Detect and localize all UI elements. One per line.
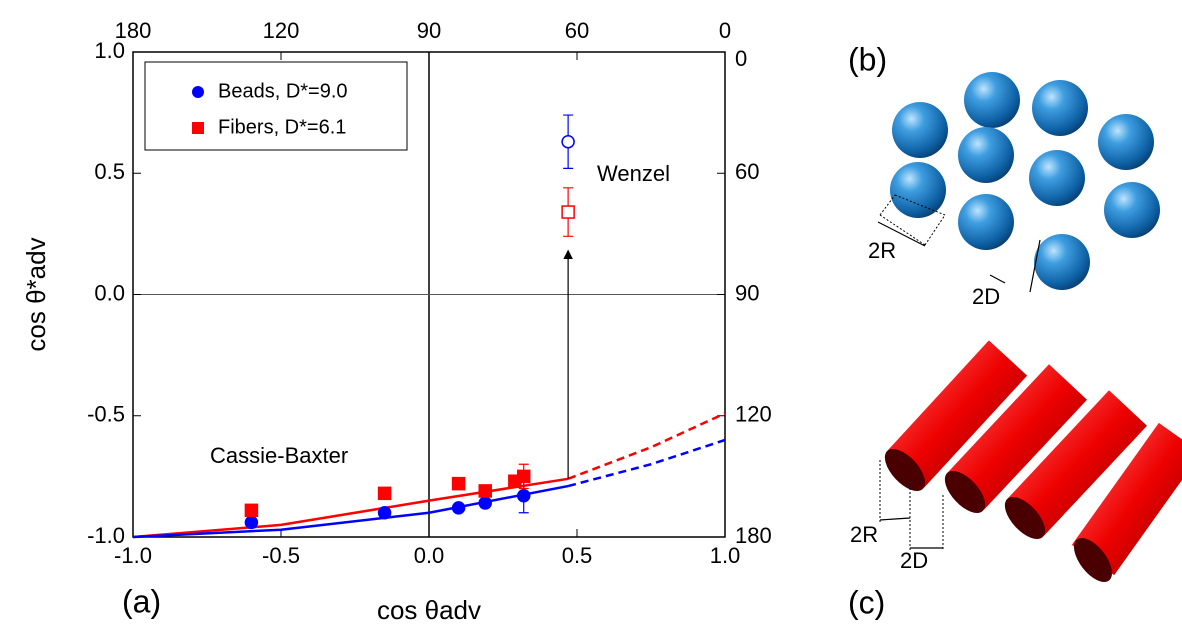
point	[244, 503, 259, 518]
legend-box	[144, 61, 408, 151]
y2-tick-label: 180	[735, 523, 772, 548]
fit-curve	[132, 477, 569, 539]
y2-tick-label: 120	[735, 402, 772, 427]
dim-label: 2R	[850, 522, 878, 547]
fiber	[946, 364, 1087, 510]
y-tick-label: 0.5	[94, 159, 125, 184]
y2-tick-label: 0	[735, 46, 747, 71]
y-tick-label: 0.0	[94, 280, 125, 305]
fiber	[885, 340, 1028, 488]
x2-tick-label: 90	[417, 18, 441, 43]
fiber	[1071, 422, 1182, 576]
fiber-end	[944, 471, 986, 513]
legend-label: Beads, D*=9.0	[218, 80, 348, 102]
fit-curve	[132, 484, 569, 539]
point	[451, 476, 466, 491]
panel-label: (c)	[848, 584, 885, 620]
bead-diagram: (b) 2R 2D	[848, 41, 1160, 309]
fiber-end	[1004, 497, 1046, 539]
x2-tick-label: 60	[565, 18, 589, 43]
fit-curve	[567, 438, 726, 488]
point	[451, 501, 466, 515]
legend-marker	[192, 86, 204, 98]
bead	[1032, 80, 1088, 136]
dim-arrows	[879, 517, 943, 549]
point	[516, 469, 531, 484]
fiber-diagram: 2R 2D (c)	[848, 340, 1182, 620]
point	[377, 486, 392, 501]
fit-curve	[567, 412, 726, 480]
point	[244, 515, 259, 530]
dim-label: 2D	[972, 284, 1000, 309]
bead	[892, 102, 948, 158]
annotation: Wenzel	[597, 161, 670, 186]
point	[377, 506, 392, 520]
x2-tick-label: 180	[115, 18, 152, 43]
dim-lines	[879, 460, 944, 550]
fiber	[1006, 390, 1147, 536]
dim-arrows	[877, 221, 1041, 293]
point	[561, 205, 575, 219]
x-tick-label: -1.0	[114, 543, 152, 568]
dim-label: 2D	[900, 548, 928, 573]
x2-tick-label: 120	[263, 18, 300, 43]
annotation: Cassie-Baxter	[210, 443, 348, 468]
legend: Beads, D*=9.0 Fibers, D*=6.1	[144, 61, 408, 151]
bead	[958, 127, 1014, 183]
bead	[958, 194, 1014, 250]
bead	[1104, 182, 1160, 238]
x-tick-label: 0.0	[414, 543, 445, 568]
bead	[890, 162, 946, 218]
point	[561, 134, 575, 149]
y-tick-label: 1.0	[94, 38, 125, 63]
bead	[1029, 150, 1085, 206]
x-tick-label: -0.5	[262, 543, 300, 568]
fiber-end	[884, 449, 926, 491]
x-tick-label: 0.5	[562, 543, 593, 568]
y-axis-label: cos θ*adv	[21, 237, 51, 351]
y2-tick-label: 60	[735, 159, 759, 184]
y2-tick-label: 90	[735, 280, 759, 305]
x-tick-label: 1.0	[710, 543, 741, 568]
x-axis-label: cos θadv	[377, 595, 481, 625]
x2-tick-label: 0	[719, 18, 731, 43]
bead	[1098, 114, 1154, 170]
panel-label: (a)	[122, 583, 161, 619]
fiber-end	[1073, 538, 1113, 582]
panel-label: (b)	[848, 41, 887, 77]
point	[516, 489, 531, 503]
dim-label: 2R	[868, 238, 896, 263]
bead	[964, 72, 1020, 128]
legend-marker	[192, 122, 204, 134]
point	[478, 484, 492, 498]
legend-label: Fibers, D*=6.1	[218, 116, 346, 138]
bead	[1034, 234, 1090, 290]
y-tick-label: -1.0	[87, 523, 125, 548]
point	[478, 496, 492, 510]
y-tick-label: -0.5	[87, 402, 125, 427]
